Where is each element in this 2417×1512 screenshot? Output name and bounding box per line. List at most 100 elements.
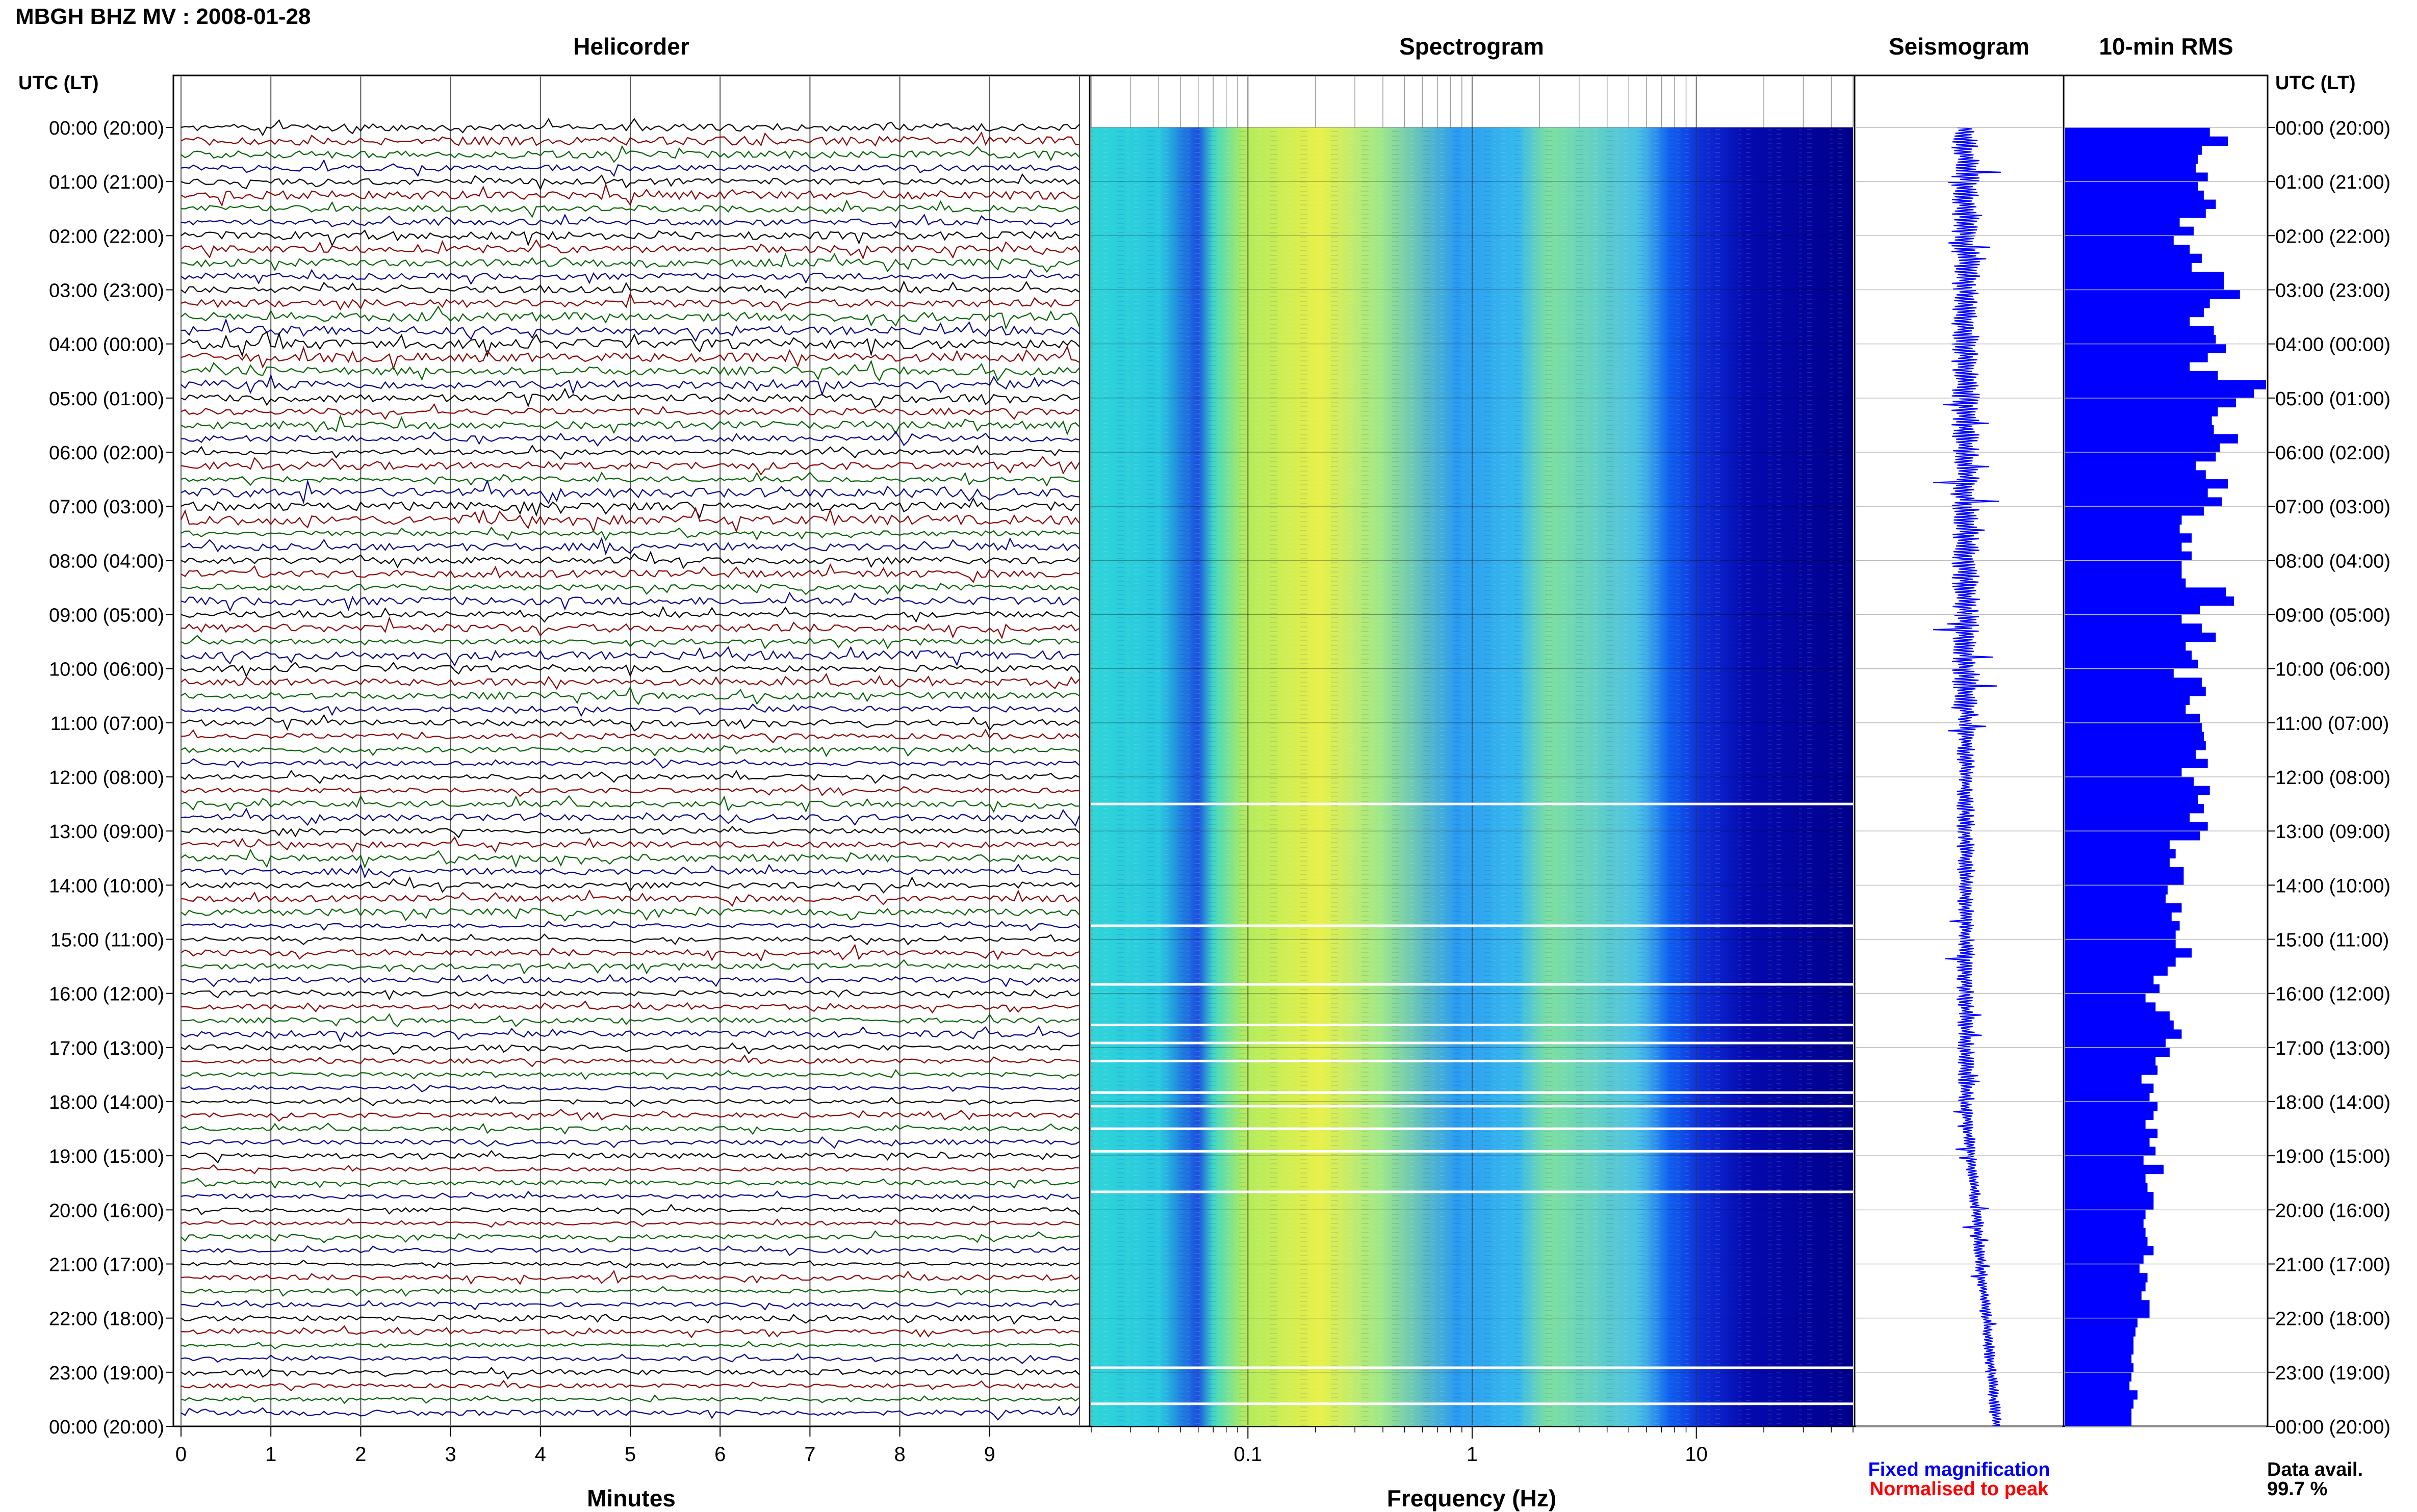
rms-bar [2065,1074,2142,1084]
right-time-label: 06:00 (02:00) [2275,442,2390,464]
rms-bar [2065,1129,2158,1138]
right-time-label: 18:00 (14:00) [2275,1092,2390,1113]
frequency-tick-label: 10 [1685,1443,1708,1466]
helicorder-trace-row [181,1230,1080,1243]
rms-bar [2065,759,2208,768]
helicorder-trace-row [181,974,1080,987]
rms-bar [2065,596,2234,606]
left-time-label: 00:00 (20:00) [49,1417,164,1438]
helicorder-trace-row [181,118,1080,137]
helicorder-trace-row [181,1367,1080,1380]
helicorder-trace-row [181,921,1080,931]
rms-bar [2065,181,2198,191]
right-time-label: 15:00 (11:00) [2275,930,2389,951]
helicorder-trace-row [181,944,1080,962]
rms-bar [2065,1083,2154,1093]
frequency-ticks: 0.1 1 10 [1091,1426,1854,1466]
helicorder-trace-row [181,1341,1080,1350]
left-time-label: 21:00 (17:00) [49,1255,164,1276]
minutes-axis-label: Minutes [587,1485,676,1511]
rms-bar [2065,1264,2140,1273]
helicorder-trace-row [181,239,1080,260]
rms-title: 10-min RMS [2099,33,2233,60]
rms-bar [2065,407,2218,416]
rms-bar [2065,226,2194,236]
helicorder-trace-row [181,1299,1080,1311]
rms-bar [2065,1183,2148,1192]
helicorder-trace-row [181,145,1080,163]
rms-bar [2065,705,2186,714]
right-time-label: 22:00 (18:00) [2275,1309,2390,1330]
rms-bar [2065,353,2208,362]
left-time-label: 11:00 (07:00) [50,713,164,735]
right-time-label: 02:00 (22:00) [2275,226,2390,247]
helicorder-trace-row [181,728,1080,744]
rms-bar [2065,1137,2150,1148]
frequency-axis-label: Frequency (Hz) [1386,1485,1557,1511]
legend-normalised-to-peak: Normalised to peak [1869,1478,2049,1500]
helicorder-trace-row [181,183,1080,207]
rms-bar [2065,714,2200,723]
rms-bar [2065,389,2254,399]
spectrogram-title: Spectrogram [1399,33,1544,60]
seismogram-title: Seismogram [1888,33,2030,60]
rms-bar [2065,786,2210,795]
helicorder-trace-row [181,305,1081,330]
helicorder-trace-row [181,1259,1080,1269]
helicorder-trace-row [181,1218,1080,1228]
rms-bar [2065,1146,2156,1156]
left-time-label: 18:00 (14:00) [49,1092,164,1113]
rms-bar [2065,1282,2146,1292]
helicorder-trace-row [181,1083,1080,1092]
helicorder-trace-row [181,1190,1080,1201]
helicorder-trace-row [181,583,1080,595]
rms-bar [2065,695,2190,706]
rms-bar [2065,1038,2166,1048]
right-time-label: 10:00 (06:00) [2275,659,2390,681]
left-time-labels: 00:00 (20:00) 01:00 (21:00) 02:00 (22:00) 0… [49,118,164,1438]
helicorder-trace-row [181,989,1080,1001]
rms-bar [2065,885,2168,895]
helicorder-trace-row [181,606,1080,623]
rms-bar [2065,1056,2156,1066]
rms-bar [2065,1156,2144,1165]
rms-bar [2065,236,2174,245]
right-time-label: 08:00 (04:00) [2275,551,2390,572]
left-time-label: 20:00 (16:00) [49,1200,164,1221]
left-time-label: 14:00 (10:00) [49,875,164,897]
helicorder-trace-row [181,635,1080,649]
helicorder-trace-row [181,1353,1080,1364]
helicorder-trace-row [181,673,1080,690]
right-time-label: 04:00 (00:00) [2275,334,2390,356]
rms-bar [2065,398,2236,408]
rms-bar [2065,1020,2174,1030]
rms-bar [2065,1363,2133,1373]
rms-bar [2065,1011,2170,1021]
rms-bar [2065,849,2176,858]
rms-bar [2065,163,2196,173]
helicorder-trace-row [181,1314,1080,1325]
right-time-label: 13:00 (09:00) [2275,821,2390,843]
helicorder-trace-row [181,959,1080,975]
rms-bar [2065,452,2216,462]
frequency-tick-label: 1 [1467,1443,1478,1466]
rms-bar [2065,290,2240,299]
right-time-label: 20:00 (16:00) [2275,1200,2390,1221]
rms-bar [2065,921,2180,931]
rms-bar [2065,1092,2150,1102]
rms-bar [2065,813,2190,823]
helicorder-trace-row [181,131,1080,147]
rms-bar [2065,975,2154,985]
left-time-label: 17:00 (13:00) [49,1038,164,1059]
rms-bar [2065,560,2182,570]
right-time-label: 00:00 (20:00) [2275,118,2390,139]
left-time-label: 01:00 (21:00) [49,172,164,193]
rms-bar [2065,858,2170,868]
helicorder-trace-row [181,472,1080,487]
right-time-label: 19:00 (15:00) [2275,1146,2390,1167]
rms-bar [2065,822,2208,831]
rms-bar [2065,461,2196,471]
rms-bar [2065,253,2202,264]
right-time-label: 17:00 (13:00) [2275,1038,2390,1059]
right-time-label: 07:00 (03:00) [2275,497,2390,518]
